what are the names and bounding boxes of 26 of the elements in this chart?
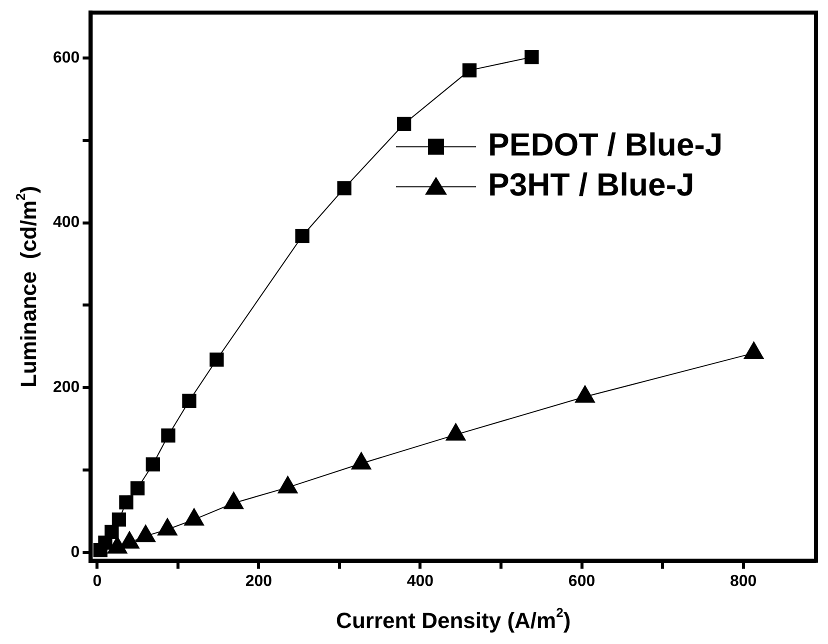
x-tick-label: 800 (730, 572, 757, 590)
y-tick-label: 0 (70, 544, 80, 561)
point (524, 50, 539, 64)
point (295, 228, 310, 244)
point (337, 181, 352, 196)
y-axis-title: Luminance (cd/m2) (12, 186, 42, 388)
point (135, 524, 156, 542)
point (223, 491, 244, 510)
point (574, 384, 596, 403)
x-tick-label: 400 (406, 572, 434, 590)
y-tick-label: 400 (52, 214, 80, 232)
y-tick-label: 200 (52, 379, 80, 396)
x-tick-label: 0 (92, 572, 102, 590)
legend-label: PEDOT / Blue-J (488, 126, 723, 163)
x-tick-label: 600 (568, 572, 596, 590)
point (350, 452, 372, 470)
point (397, 116, 412, 131)
y-tick-label: 600 (52, 49, 80, 66)
point (743, 341, 764, 360)
legend-label: P3HT / Blue-J (488, 166, 694, 203)
point (277, 475, 298, 494)
point (157, 517, 178, 536)
point (184, 508, 204, 526)
point (445, 422, 466, 441)
point (462, 63, 477, 78)
x-tick-label: 200 (245, 572, 272, 590)
